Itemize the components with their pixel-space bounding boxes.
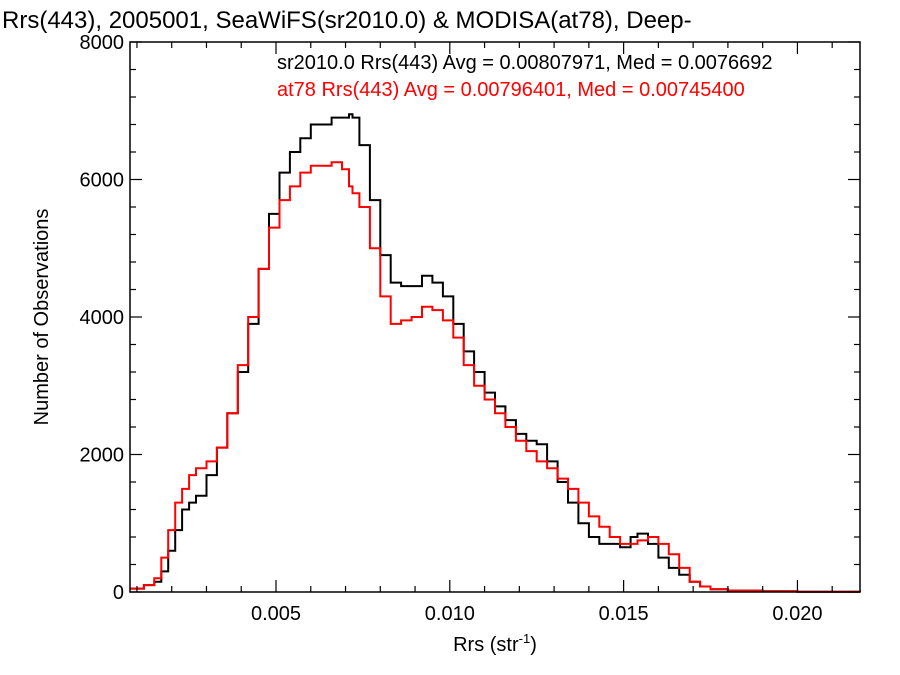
x-axis-label: Rrs (str-1) xyxy=(453,631,537,656)
y-tick-label: 8000 xyxy=(80,32,125,54)
x-tick-labels: 0.005 0.010 0.015 0.020 xyxy=(251,603,822,625)
x-axis-label-text: Rrs (str xyxy=(453,634,519,656)
series-1-line xyxy=(130,113,861,593)
x-axis-label-superscript: -1 xyxy=(519,631,531,646)
plot-frame xyxy=(129,41,861,593)
y-tick-label: 2000 xyxy=(80,445,125,467)
y-tick-label: 6000 xyxy=(80,170,125,192)
x-axis-label-end: ) xyxy=(530,634,537,656)
x-tick-label: 0.005 xyxy=(251,603,301,625)
legend-entry-series-2: at78 Rrs(443) Avg = 0.00796401, Med = 0.… xyxy=(277,79,745,101)
legend: sr2010.0 Rrs(443) Avg = 0.00807971, Med … xyxy=(277,52,773,101)
y-tick-label: 0 xyxy=(113,582,124,604)
y-tick-labels: 0 2000 4000 6000 8000 xyxy=(80,32,125,604)
y-tick-label: 4000 xyxy=(80,307,125,329)
series-2-line xyxy=(130,161,861,593)
chart-title: Rrs(443), 2005001, SeaWiFS(sr2010.0) & M… xyxy=(2,7,692,34)
axis-ticks xyxy=(130,41,860,593)
series-group xyxy=(130,113,861,593)
legend-entry-series-1: sr2010.0 Rrs(443) Avg = 0.00807971, Med … xyxy=(277,52,773,74)
x-tick-label: 0.020 xyxy=(772,603,822,625)
x-tick-label: 0.010 xyxy=(425,603,475,625)
y-axis-label: Number of Observations xyxy=(31,209,53,426)
x-tick-label: 0.015 xyxy=(599,603,649,625)
